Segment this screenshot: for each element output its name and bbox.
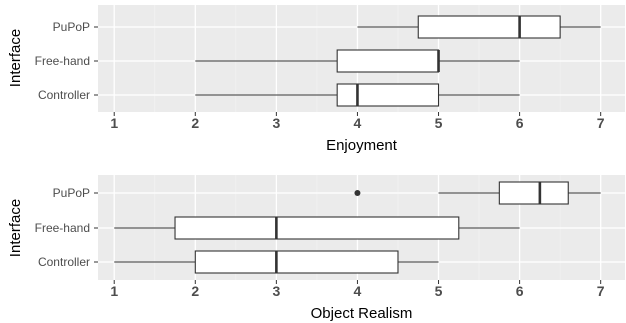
box-iqr (417, 15, 561, 39)
x-axis-title: Enjoyment (326, 137, 398, 154)
y-axis-title: Interface (7, 29, 24, 87)
box-iqr (194, 250, 399, 274)
box-free-hand (114, 216, 520, 240)
chart-panel-1: PuPoP Free-hand Controller 1 2 3 4 5 6 7 Enjoyment… (7, 5, 625, 154)
x-tick-label: 1 (110, 115, 118, 131)
x-tick-label: 4 (354, 283, 362, 299)
chart-panel-2: PuPoP Free-hand Controller 1 2 3 4 5 6 7 Object Re… (7, 175, 625, 322)
y-tick-label: Free-hand (35, 54, 90, 68)
x-tick-label: 7 (597, 283, 605, 299)
box-pupop (357, 15, 601, 39)
box-iqr (336, 83, 440, 107)
y-tick-label: Free-hand (35, 221, 90, 235)
x-tick-label: 5 (435, 283, 443, 299)
x-tick-label: 2 (191, 283, 199, 299)
x-tick-label: 3 (272, 283, 280, 299)
box-controller (114, 250, 439, 274)
x-tick-label: 5 (435, 115, 443, 131)
y-tick-label: PuPoP (53, 20, 90, 34)
x-tick-label: 2 (191, 115, 199, 131)
x-tick-label: 6 (516, 283, 524, 299)
outlier-point (354, 190, 361, 196)
box-pupop (354, 181, 601, 205)
box-free-hand (195, 49, 520, 73)
box-iqr (174, 216, 460, 240)
x-tick-label: 6 (516, 115, 524, 131)
y-tick-label: PuPoP (53, 186, 90, 200)
x-tick-label: 3 (272, 115, 280, 131)
box-iqr (498, 181, 569, 205)
x-tick-label: 4 (354, 115, 362, 131)
y-tick-label: Controller (38, 255, 90, 269)
x-tick-label: 1 (110, 283, 118, 299)
x-tick-label: 7 (597, 115, 605, 131)
y-tick-label: Controller (38, 88, 90, 102)
x-axis-title: Object Realism (311, 305, 413, 322)
box-iqr (336, 49, 440, 73)
y-axis-title: Interface (7, 199, 24, 257)
box-controller (195, 83, 520, 107)
